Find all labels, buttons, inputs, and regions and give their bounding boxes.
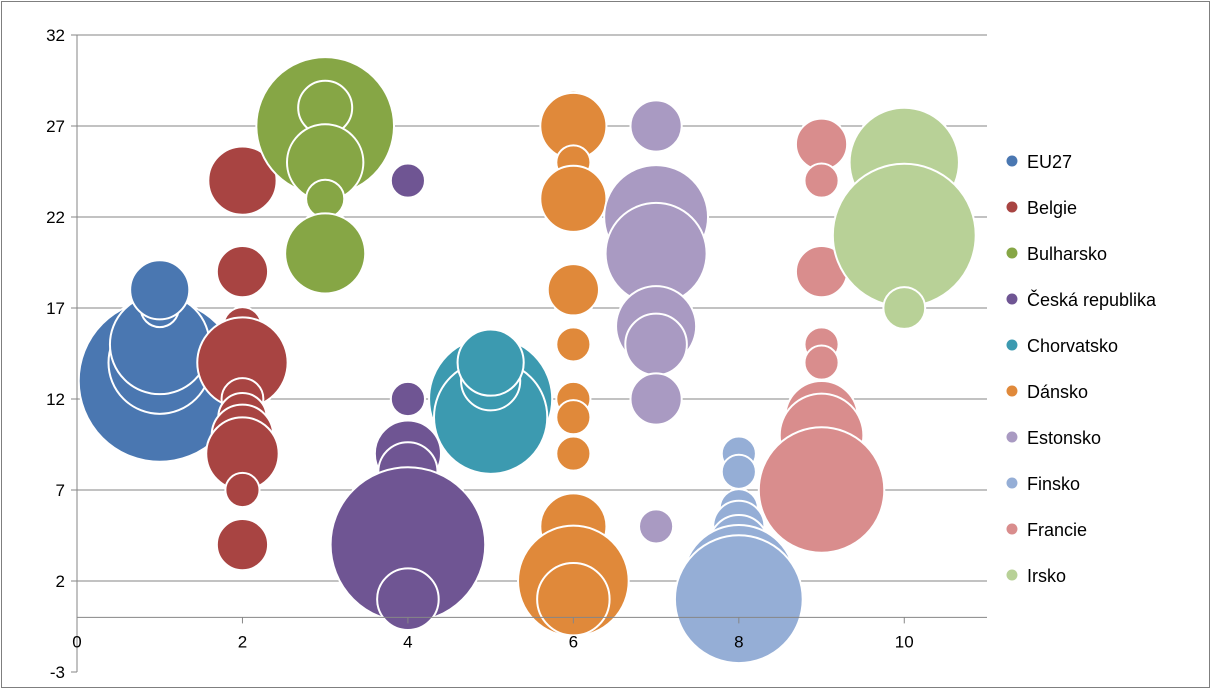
bubble-7-7 [673,534,804,665]
bubble-9-2 [831,162,977,308]
bubble-1-9 [215,517,270,572]
legend-label-2: Bulharsko [1027,244,1107,264]
bubble-5-3 [539,164,608,233]
bubble-1-0 [207,145,278,216]
legend-label-6: Estonsko [1027,428,1101,448]
bubble-6-0 [629,99,683,153]
legend-marker-4 [1006,339,1018,351]
bubble-9-3 [882,286,927,330]
y-tick-label-1: 2 [56,572,65,591]
bubble-8-0 [794,117,849,171]
bubble-3-0 [389,162,426,199]
bubble-3-6 [376,567,440,631]
legend-marker-1 [1006,201,1018,213]
bubble-5-8 [555,435,592,472]
x-tick-label-3: 6 [569,632,578,651]
y-tick-label-3: 12 [46,390,65,409]
legend-marker-7 [1006,477,1018,489]
bubble-5-4 [546,263,600,317]
x-tick-label-0: 0 [72,632,81,651]
legend-label-8: Francie [1027,520,1087,540]
bubble-1-8 [224,471,261,509]
legend-label-5: Dánsko [1027,382,1088,402]
legend-label-9: Irsko [1027,566,1066,586]
legend-marker-9 [1006,569,1018,581]
legend-label-3: Česká republika [1027,289,1157,310]
y-tick-label-4: 17 [46,299,65,318]
bubble-8-4 [803,344,840,381]
x-tick-label-1: 2 [238,632,247,651]
bubble-5-5 [555,326,592,363]
y-tick-label-6: 27 [46,117,65,136]
legend-marker-5 [1006,385,1018,397]
y-tick-label-2: 7 [56,481,65,500]
bubble-0-4 [129,259,191,321]
legend-marker-6 [1006,431,1018,443]
x-tick-label-4: 8 [734,632,743,651]
legend-marker-8 [1006,523,1018,535]
bubble-5-11 [536,561,611,637]
x-tick-label-2: 4 [403,632,412,651]
bubble-2-3 [305,178,346,219]
bubble-3-1 [389,380,426,418]
legend-label-4: Chorvatsko [1027,336,1118,356]
bubble-8-1 [803,162,840,199]
bubble-6-5 [624,312,688,377]
bubble-5-7 [555,399,592,436]
legend: EU27 Belgie Bulharsko Česká republika Chorva… [1006,152,1157,586]
legend-marker-0 [1006,155,1018,167]
bubbles [77,56,977,665]
y-tick-label-7: 32 [46,26,65,45]
legend-label-7: Finsko [1027,474,1080,494]
legend-label-0: EU27 [1027,152,1072,172]
legend-label-1: Belgie [1027,198,1077,218]
bubble-1-1 [215,244,270,299]
bubble-2-5 [284,212,367,295]
x-tick-label-5: 10 [895,632,914,651]
bubble-7-1 [720,453,757,490]
legend-marker-3 [1006,293,1018,305]
bubble-8-8 [757,426,886,554]
bubble-4-3 [456,328,525,397]
y-tick-label-0: -3 [50,663,65,682]
bubble-6-7 [638,508,675,545]
bubble-6-6 [629,372,683,426]
legend-marker-2 [1006,247,1018,259]
y-tick-label-5: 22 [46,208,65,227]
